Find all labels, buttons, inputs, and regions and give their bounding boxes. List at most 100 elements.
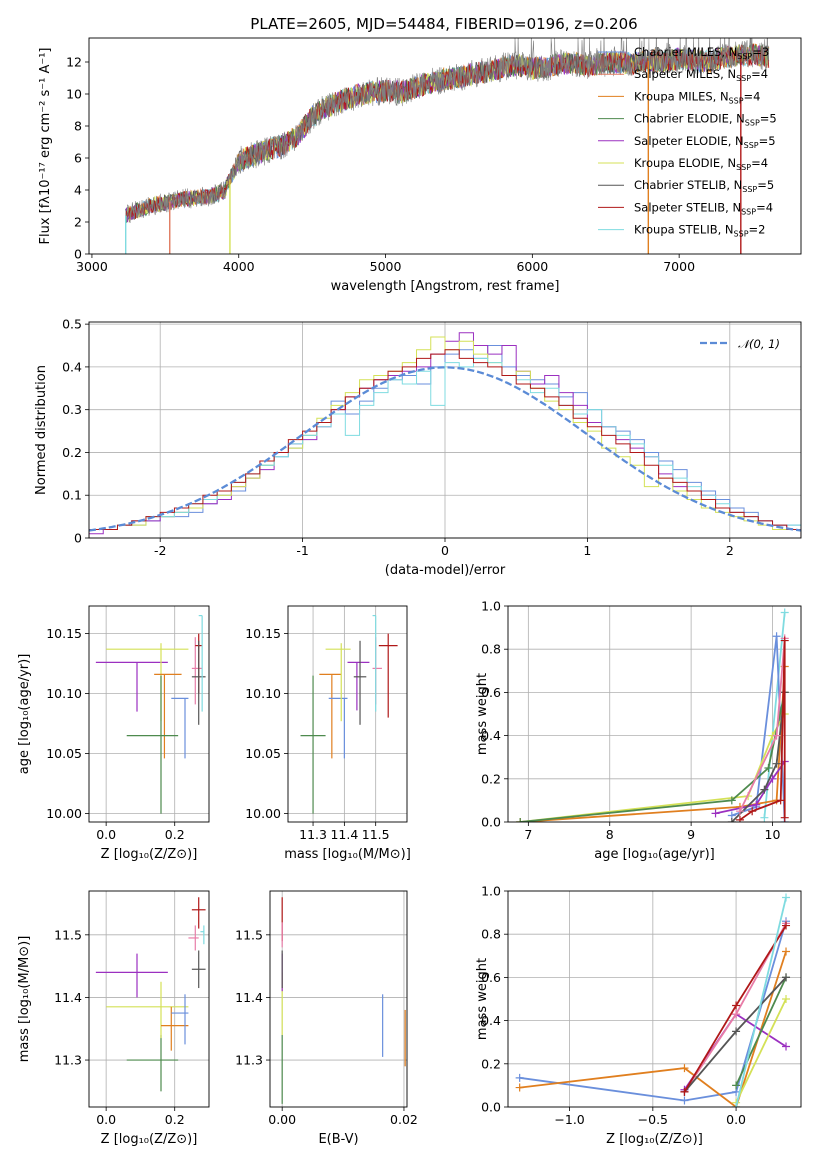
weight-marker [760,813,769,822]
legend-entry: Chabrier STELIB, NSSP=5 [634,178,774,194]
x-axis-label: Z [log₁₀(Z/Z⊙)] [101,1132,198,1147]
y-tick-label: 10.10 [245,686,281,701]
weight-marker [515,1083,524,1092]
x-tick-label: -1 [296,543,308,558]
x-tick-label: 0.2 [165,827,185,842]
y-tick-label: 2 [74,215,82,230]
x-tick-label: 0.02 [390,1112,418,1127]
y-tick-label: 0.2 [481,1056,501,1071]
y-tick-label: 10.10 [46,686,82,701]
legend: 𝒩(0, 1) [700,337,780,351]
y-tick-label: 0.8 [481,642,501,657]
weight-marker [735,815,744,822]
y-axis-label: mass weight [475,673,490,755]
x-tick-label: 0 [441,543,449,558]
weight-marker [782,973,791,982]
panel-age-vs-mass: 11.3 11.4 11.5 10.00 10.05 10.10 10.15 mass [lo… [245,605,411,862]
weight-marker [727,818,736,822]
y-tick-label: 0 [74,531,82,546]
weight-marker [732,1010,741,1019]
weight-marker [780,636,789,645]
x-tick-label: 6000 [516,259,548,274]
gridlines [508,605,801,823]
weight-line [735,897,787,1107]
axes-frame [269,890,408,1108]
gridlines [89,606,209,822]
plot-area [300,614,398,814]
plot-area [89,332,801,538]
axes-frame [507,890,802,1108]
weight-line [683,1012,787,1091]
legend-entry: Chabrier MILES, NSSP=3 [634,45,769,61]
weight-marker [782,947,791,956]
y-tick-label: 10.05 [245,746,281,761]
weight-marker [680,1096,689,1105]
weight-marker [780,608,789,617]
legend-entry: Chabrier ELODIE, NSSP=5 [634,112,777,128]
legend: Chabrier MILES, NSSP=3 Salpeter MILES, NS… [598,45,777,239]
weight-line [519,920,787,1102]
x-tick-label: -2 [154,543,166,558]
y-tick-label: 0.8 [481,927,501,942]
weight-marker [516,818,525,822]
y-tick-label: 0.4 [62,359,82,374]
y-tick-label: 0.5 [62,317,82,332]
weight-marker [680,1064,689,1073]
y-tick-label: 10.05 [46,746,82,761]
legend-entry: Salpeter STELIB, NSSP=4 [634,200,773,216]
y-tick-label: 11.5 [235,927,263,942]
plot-area [281,897,406,1104]
x-axis-label: (data-model)/error [385,563,506,578]
x-tick-label: 11.4 [330,827,358,842]
x-tick-label: 10 [765,827,781,842]
weight-marker [732,1081,741,1090]
x-axis-label: Z [log₁₀(Z/Z⊙)] [606,1132,703,1147]
y-axis-label: mass [log₁₀(M/M⊙)] [17,936,32,1063]
weight-marker [735,807,744,816]
weight-marker [772,759,781,768]
x-tick-label: 3000 [76,259,108,274]
y-tick-label: 11.3 [54,1053,82,1068]
x-tick-label: 0.0 [96,1112,116,1127]
weight-marker [748,807,757,816]
y-tick-label: 1.0 [481,599,501,614]
weight-marker [732,1103,741,1107]
y-tick-label: 11.5 [54,927,82,942]
gridlines [508,890,801,1108]
plot-area [95,897,206,1092]
panel-age-vs-Z: 0.0 0.2 10.00 10.05 10.10 10.15 Z [log₁₀(Z/Z⊙)… [17,605,210,862]
y-tick-label: 0.4 [481,1013,501,1028]
weight-line [735,998,787,1104]
weight-marker [711,809,720,818]
weight-marker [776,796,785,805]
weight-marker [764,764,773,772]
x-tick-label: 7000 [663,259,695,274]
x-axis-label: mass [log₁₀(M/M⊙)] [284,847,411,862]
panel-mass-vs-Z: 0.0 0.2 11.3 11.4 11.5 Z [log₁₀(Z/Z⊙)] mass [l… [17,890,210,1147]
weight-marker [732,1001,741,1010]
x-tick-label: 11.3 [299,827,327,842]
y-tick-label: 0.2 [481,771,501,786]
weight-line [520,666,786,822]
y-tick-label: 8 [74,119,82,134]
x-axis-label: age [log₁₀(age/yr)] [594,847,715,862]
y-tick-label: 12 [66,55,82,70]
y-tick-label: 0 [74,247,82,262]
y-axis-label: age [log₁₀(age/yr)] [17,654,32,775]
x-tick-label: 5000 [370,259,402,274]
y-tick-label: 0.6 [481,685,501,700]
weight-marker [772,632,781,641]
x-tick-label: 9 [687,827,695,842]
y-tick-label: 0.0 [481,815,501,830]
y-tick-label: 0.3 [62,402,82,417]
histogram-series [89,357,801,538]
legend-entry: Kroupa MILES, NSSP=4 [634,89,760,105]
y-tick-label: 11.4 [235,990,263,1005]
x-tick-label: 1 [583,543,591,558]
y-tick-label: 10.00 [245,806,281,821]
legend-entry: Kroupa STELIB, NSSP=2 [634,223,765,239]
weight-marker [782,921,791,930]
y-tick-label: 10 [66,87,82,102]
x-tick-label: 0.0 [726,1112,746,1127]
